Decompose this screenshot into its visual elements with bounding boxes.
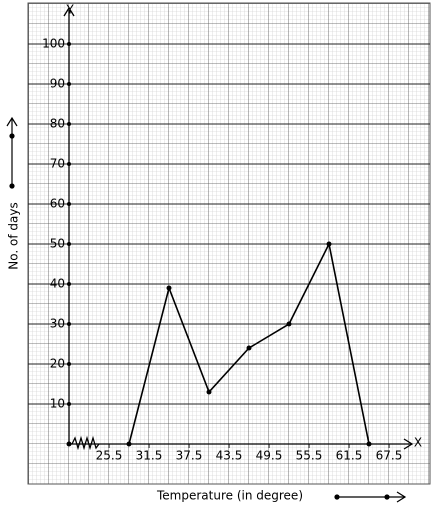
- y-tick-label: 90: [50, 77, 65, 91]
- x-tick-label: 37.5: [176, 449, 203, 463]
- y-tick-dot: [67, 282, 71, 286]
- x-tick-label: 67.5: [376, 449, 403, 463]
- y-tick-label: 100: [42, 37, 65, 51]
- x-axis-name: X: [414, 436, 422, 450]
- y-tick-dot: [67, 122, 71, 126]
- x-tick-label: 25.5: [96, 449, 123, 463]
- data-point: [126, 441, 132, 447]
- origin: [66, 441, 72, 447]
- data-point: [326, 241, 332, 247]
- data-point: [366, 441, 372, 447]
- x-tick-label: 43.5: [216, 449, 243, 463]
- data-point: [166, 285, 172, 291]
- x-tick-label: 61.5: [336, 449, 363, 463]
- y-axis-name: Y: [65, 3, 74, 17]
- y-tick-label: 60: [50, 197, 65, 211]
- x-axis-label: Temperature (in degree): [156, 489, 303, 503]
- data-point: [286, 321, 292, 327]
- direction-arrows: [6, 116, 407, 503]
- y-tick-dot: [67, 242, 71, 246]
- y-tick-dot: [67, 162, 71, 166]
- data-point: [246, 345, 252, 351]
- y-tick-label: 40: [50, 277, 65, 291]
- x-tick-label: 49.5: [256, 449, 283, 463]
- y-tick-dot: [67, 322, 71, 326]
- x-tick-label: 31.5: [136, 449, 163, 463]
- y-tick-label: 30: [50, 317, 65, 331]
- grid: [28, 43, 430, 405]
- y-axis-label: No. of days: [7, 202, 21, 269]
- data-point: [206, 389, 212, 395]
- y-tick-label: 20: [50, 357, 65, 371]
- y-tick-label: 10: [50, 397, 65, 411]
- y-tick-dot: [67, 202, 71, 206]
- y-tick-label: 80: [50, 117, 65, 131]
- y-tick-label: 50: [50, 237, 65, 251]
- x-tick-label: 55.5: [296, 449, 323, 463]
- y-tick-dot: [67, 82, 71, 86]
- y-tick-dot: [67, 402, 71, 406]
- y-tick-label: 70: [50, 157, 65, 171]
- y-tick-dot: [67, 362, 71, 366]
- graph-paper: [27, 2, 431, 485]
- y-tick-dot: [67, 42, 71, 46]
